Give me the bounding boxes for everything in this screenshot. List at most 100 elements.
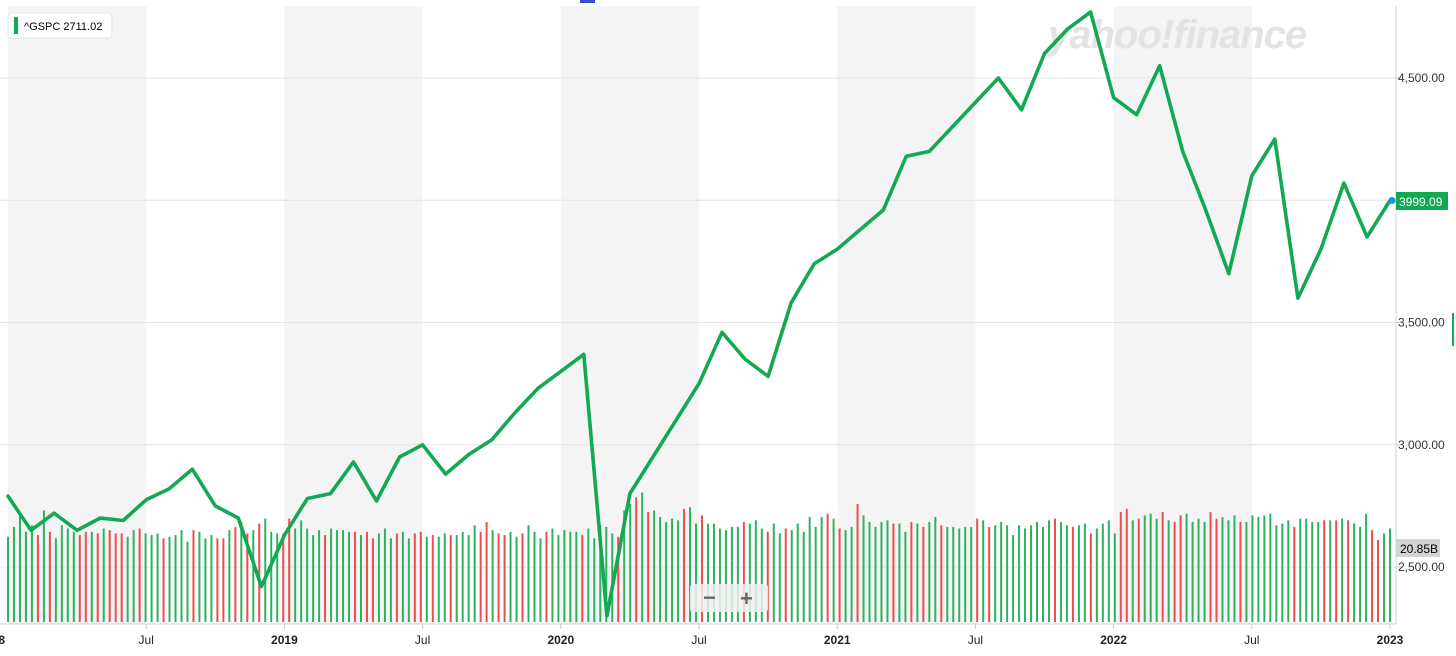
volume-bar [1365, 513, 1368, 622]
volume-bar [36, 535, 39, 622]
volume-bar [665, 521, 668, 622]
volume-bar [1018, 525, 1021, 622]
volume-bar [1155, 518, 1158, 622]
volume-bar [192, 530, 195, 622]
zoom-controls: − + [690, 584, 768, 612]
volume-bar [659, 517, 662, 622]
volume-bar [1042, 526, 1045, 622]
volume-bar [479, 531, 482, 622]
volume-bar [114, 533, 117, 622]
volume-bar [102, 528, 105, 622]
volume-bar [377, 533, 380, 622]
volume-bar [934, 517, 937, 622]
volume-bar [557, 535, 560, 622]
volume-bar [844, 530, 847, 622]
volume-bar [988, 526, 991, 622]
volume-bar [437, 536, 440, 622]
x-tick-label: 2022 [1100, 633, 1127, 647]
x-tick-label: 2019 [271, 633, 298, 647]
volume-bar [784, 528, 787, 622]
volume-bar [706, 523, 709, 622]
volume-bar [449, 535, 452, 622]
legend-badge[interactable]: ^GSPC 2711.02 [7, 12, 113, 39]
volume-bar [204, 538, 207, 622]
volume-bar [617, 536, 620, 622]
volume-bar [42, 510, 45, 622]
volume-bar [276, 533, 279, 622]
volume-bar [90, 531, 93, 622]
volume-bar [1012, 535, 1015, 622]
volume-bar [1227, 520, 1230, 622]
volume-bar [880, 521, 883, 622]
volume-bar [1036, 521, 1039, 622]
volume-bar [712, 523, 715, 622]
volume-bar [916, 523, 919, 622]
volume-bar [1293, 526, 1296, 622]
volume-bar [12, 526, 15, 622]
volume-bar [371, 538, 374, 622]
volume-bar [754, 520, 757, 622]
volume-bar [689, 507, 692, 622]
range-handle[interactable] [580, 0, 595, 3]
volume-bar [30, 525, 33, 622]
volume-bar [641, 492, 644, 622]
volume-bar [772, 523, 775, 622]
x-tick-label: 2021 [824, 633, 851, 647]
volume-bar [599, 525, 602, 622]
zoom-out-button[interactable]: − [696, 585, 724, 610]
volume-bar [270, 531, 273, 622]
volume-bar [467, 535, 470, 622]
volume-bar [1185, 513, 1188, 622]
volume-bar [790, 530, 793, 622]
volume-bar [1269, 513, 1272, 622]
volume-bar [168, 536, 171, 622]
volume-bar [946, 526, 949, 622]
volume-bar [814, 526, 817, 622]
volume-bar [1317, 521, 1320, 622]
x-tick-label: Jul [415, 633, 430, 647]
volume-bar [886, 520, 889, 622]
volume-bar [1287, 520, 1290, 622]
y-tick-label: 3,000.00 [1398, 438, 1445, 452]
volume-bar [838, 528, 841, 622]
volume-bar [443, 533, 446, 622]
volume-bar [1065, 525, 1068, 622]
volume-bar [222, 538, 225, 622]
volume-bar [521, 533, 524, 622]
volume-bar [60, 525, 63, 622]
volume-bar [545, 531, 548, 622]
volume-bar [1257, 517, 1260, 622]
volume-bar [7, 536, 9, 622]
volume-bars [7, 492, 1391, 622]
volume-bar [1107, 520, 1110, 622]
volume-bar [66, 528, 69, 622]
volume-bar [1119, 512, 1122, 622]
legend-label: ^GSPC 2711.02 [24, 21, 102, 33]
volume-bar [1143, 515, 1146, 622]
volume-bar [1113, 533, 1116, 622]
volume-bar [1167, 520, 1170, 622]
volume-bar [677, 520, 680, 622]
volume-bar [306, 528, 309, 622]
volume-bar [407, 538, 410, 622]
minus-icon: − [703, 585, 716, 610]
volume-bar [1059, 521, 1062, 622]
volume-bar [1305, 518, 1308, 622]
volume-bar [1353, 523, 1356, 622]
y-tick-label: 2,500.00 [1398, 560, 1445, 574]
volume-bar [1347, 520, 1350, 622]
price-line [6, 10, 1396, 618]
y-axis: 2,500.00 3,000.00 3,500.00 4,500.00 [1396, 71, 1445, 574]
volume-bar [144, 533, 147, 622]
volume-bar [318, 530, 321, 622]
volume-bar [868, 521, 871, 622]
volume-bar [700, 515, 703, 622]
zoom-in-button[interactable]: + [734, 586, 762, 611]
volume-bar [383, 528, 386, 622]
volume-badge-text: 20.85B [1400, 542, 1438, 556]
volume-bar [1173, 521, 1176, 622]
volume-bar [1149, 513, 1152, 622]
x-axis: Jul 2019 Jul 2020 Jul 2021 Jul 2022 Jul 2023 8 [0, 624, 1404, 647]
